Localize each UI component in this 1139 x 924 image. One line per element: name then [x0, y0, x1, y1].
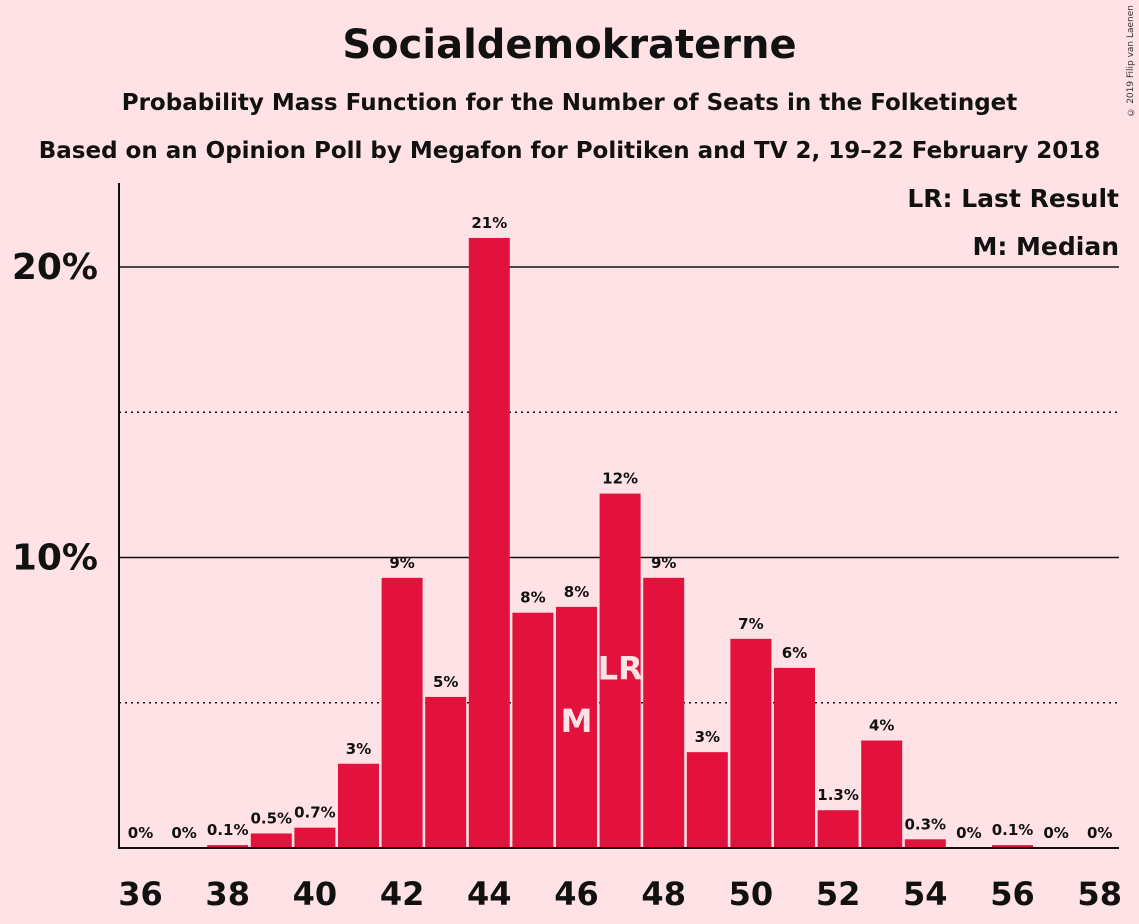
value-label-seat-52: 1.3% [817, 786, 859, 804]
legend-last-result: LR: Last Result [907, 184, 1119, 213]
y-tick-label: 20% [12, 247, 98, 288]
bar-seat-39 [250, 833, 292, 848]
x-tick-label: 56 [990, 875, 1035, 913]
value-label-seat-49: 3% [695, 728, 720, 746]
median-marker: M [561, 702, 593, 740]
value-label-seat-53: 4% [869, 717, 894, 735]
x-tick-label: 42 [380, 875, 425, 913]
x-tick-label: 46 [554, 875, 599, 913]
last-result-marker: LR [598, 650, 643, 688]
chart-subtitle: Probability Mass Function for the Number… [121, 90, 1018, 116]
value-label-seat-55: 0% [956, 824, 981, 842]
value-label-seat-45: 8% [520, 589, 545, 607]
bar-seat-52 [817, 810, 859, 848]
value-label-seat-48: 9% [651, 554, 676, 572]
chart-source-line: Based on an Opinion Poll by Megafon for … [38, 138, 1101, 164]
value-label-seat-44: 21% [471, 214, 507, 232]
value-label-seat-40: 0.7% [294, 804, 336, 822]
bar-seat-49 [686, 752, 728, 848]
bar-seat-40 [294, 827, 336, 848]
x-tick-label: 36 [118, 875, 163, 913]
x-tick-label: 52 [816, 875, 861, 913]
bar-seat-50 [730, 638, 772, 848]
value-label-seat-43: 5% [433, 673, 458, 691]
bar-seat-53 [861, 740, 903, 848]
value-label-seat-38: 0.1% [207, 821, 249, 839]
bar-seat-56 [992, 845, 1033, 848]
bar-seat-42 [381, 577, 423, 848]
value-label-seat-56: 0.1% [992, 821, 1034, 839]
value-label-seat-39: 0.5% [250, 809, 292, 827]
bar-seat-54 [904, 839, 946, 848]
x-tick-label: 54 [903, 875, 948, 913]
legend-median: M: Median [972, 232, 1119, 261]
value-label-seat-47: 12% [602, 470, 638, 488]
bar-seat-44 [468, 237, 510, 848]
value-label-seat-42: 9% [389, 554, 414, 572]
bar-seat-45 [512, 612, 554, 848]
bar-seat-38 [207, 845, 249, 848]
value-label-seat-51: 6% [782, 644, 807, 662]
value-label-seat-46: 8% [564, 583, 589, 601]
value-label-seat-36: 0% [128, 824, 153, 842]
x-tick-label: 40 [293, 875, 338, 913]
x-tick-label: 58 [1077, 875, 1122, 913]
bar-seat-47 [599, 493, 641, 848]
value-label-seat-57: 0% [1043, 824, 1068, 842]
bar-seat-43 [425, 696, 467, 848]
bar-seat-48 [643, 577, 685, 848]
bar-seat-41 [338, 763, 379, 848]
value-label-seat-54: 0.3% [904, 815, 946, 833]
x-tick-label: 50 [729, 875, 774, 913]
chart-title: Socialdemokraterne [342, 22, 797, 68]
x-tick-label: 48 [641, 875, 686, 913]
bar-seat-51 [774, 667, 815, 848]
value-label-seat-37: 0% [171, 824, 196, 842]
x-tick-label: 44 [467, 875, 512, 913]
value-label-seat-58: 0% [1087, 824, 1112, 842]
value-label-seat-50: 7% [738, 615, 763, 633]
y-tick-label: 10% [12, 538, 98, 579]
x-tick-label: 38 [205, 875, 250, 913]
bar-seat-46 [556, 606, 597, 848]
value-label-seat-41: 3% [346, 740, 371, 758]
